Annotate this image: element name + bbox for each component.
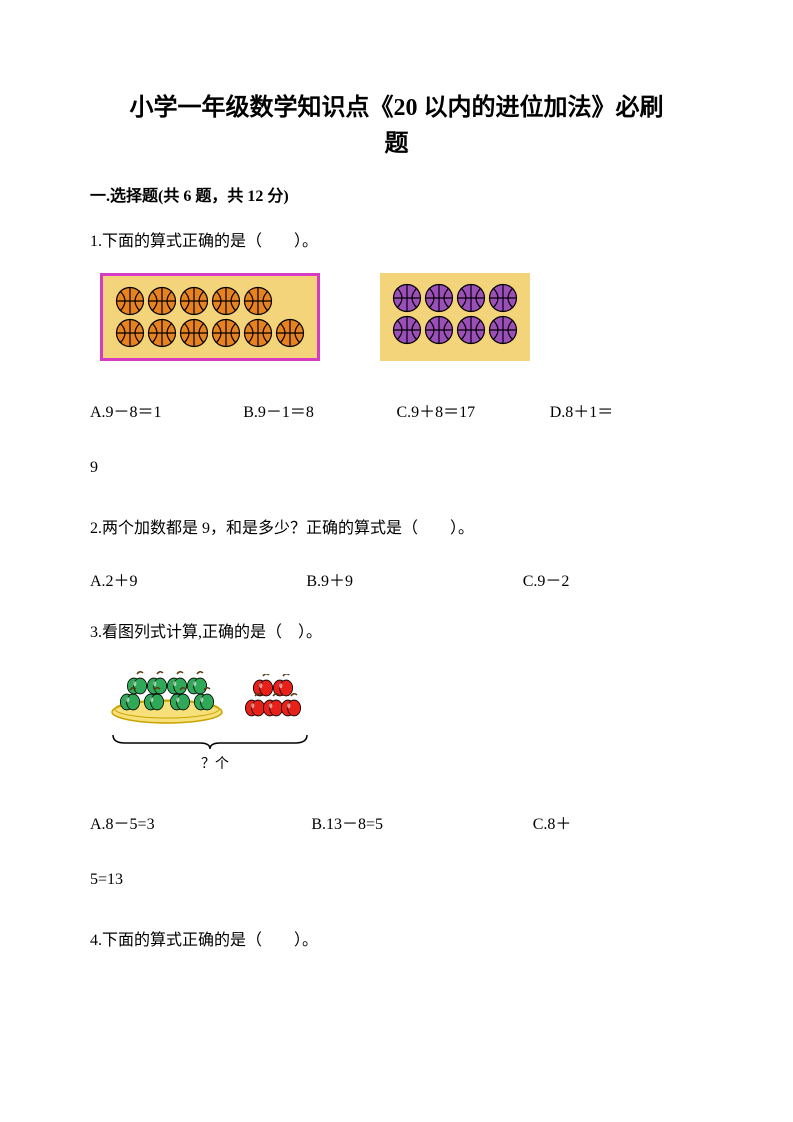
basketball-icon [488, 315, 518, 345]
q3-tail: 5=13 [90, 858, 703, 903]
q3-opt-a: A.8－5=3 [90, 803, 311, 848]
q2-opt-a: A.2＋9 [90, 560, 306, 605]
q3-options: A.8－5=3 B.13－8=5 C.8＋ [90, 803, 703, 848]
q3-opt-b: B.13－8=5 [311, 803, 532, 848]
q3-figure: ？个 [110, 664, 320, 773]
basketball-icon [179, 286, 209, 316]
basketball-icon [275, 318, 305, 348]
basketball-icon [424, 283, 454, 313]
section-header: 一.选择题(共 6 题，共 12 分) [90, 182, 703, 206]
q3-plate [110, 664, 225, 729]
q3-text: 3.看图列式计算,正确的是（ ）。 [90, 615, 703, 650]
q2-opt-b: B.9＋9 [306, 560, 522, 605]
q1-options: A.9－8＝1 B.9－1＝8 C.9＋8＝17 D.8＋1＝ [90, 391, 703, 436]
basketball-icon [147, 318, 177, 348]
q1-opt-b: B.9－1＝8 [243, 391, 396, 436]
title-line2: 题 [90, 126, 703, 162]
q3-qlabel: ？个 [110, 753, 320, 773]
q4-text: 4.下面的算式正确的是（ ）。 [90, 923, 703, 958]
basketball-icon [392, 315, 422, 345]
basketball-icon [243, 318, 273, 348]
q1-text: 1.下面的算式正确的是（ ）。 [90, 224, 703, 259]
basketball-icon [424, 315, 454, 345]
basketball-icon [179, 318, 209, 348]
q3-opt-c: C.8＋ [533, 803, 703, 848]
basketball-icon [392, 283, 422, 313]
basketball-icon [115, 318, 145, 348]
basketball-icon [456, 283, 486, 313]
basketball-icon [211, 286, 241, 316]
q1-opt-d: D.8＋1＝ [550, 391, 703, 436]
q1-opt-a: A.9－8＝1 [90, 391, 243, 436]
q3-red-apples [241, 674, 305, 729]
basketball-icon [456, 315, 486, 345]
q2-options: A.2＋9 B.9＋9 C.9－2 [90, 560, 703, 605]
basketball-icon [115, 286, 145, 316]
basketball-icon [488, 283, 518, 313]
basketball-icon [147, 286, 177, 316]
q3-bracket [110, 733, 310, 751]
basketball-icon [211, 318, 241, 348]
q1-panel-orange [100, 273, 320, 361]
q1-panel-purple [380, 273, 530, 361]
basketball-icon [243, 286, 273, 316]
q1-opt-c: C.9＋8＝17 [397, 391, 550, 436]
q2-opt-c: C.9－2 [523, 560, 703, 605]
q1-figure [100, 273, 703, 361]
page-title: 小学一年级数学知识点《20 以内的进位加法》必刷 题 [90, 90, 703, 162]
title-line1: 小学一年级数学知识点《20 以内的进位加法》必刷 [90, 90, 703, 126]
q1-tail: 9 [90, 446, 703, 491]
q2-text: 2.两个加数都是 9，和是多少？正确的算式是（ ）。 [90, 511, 703, 546]
